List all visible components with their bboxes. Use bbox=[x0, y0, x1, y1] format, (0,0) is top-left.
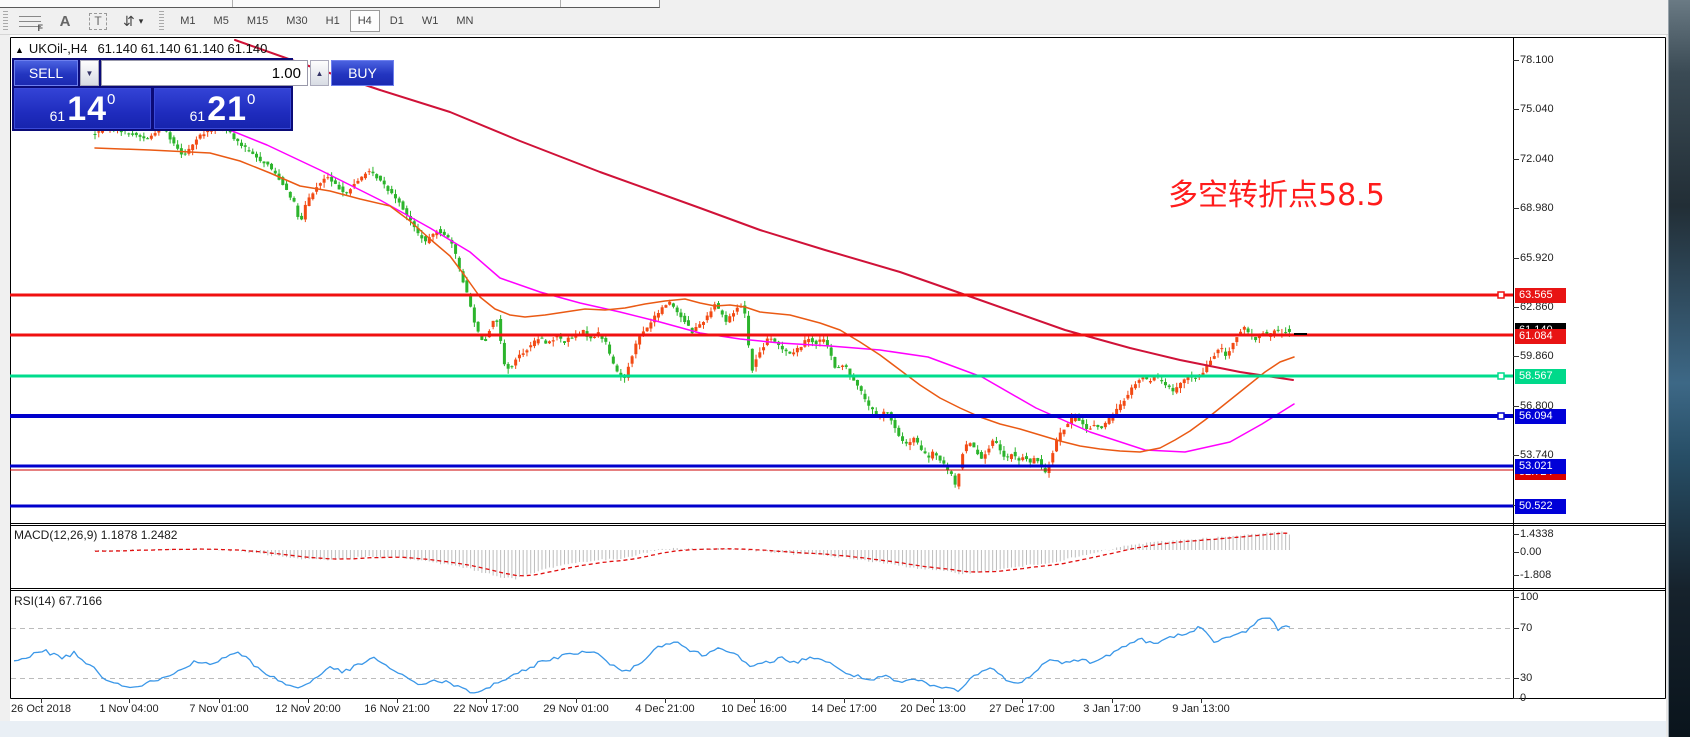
trade-panel-top-row: SELL ▼ ▲ BUY bbox=[14, 60, 394, 86]
x-axis-label: 16 Nov 21:00 bbox=[364, 703, 430, 715]
symbol-title: UKOil-,H4 bbox=[28, 41, 88, 56]
price-badge: 58.567 bbox=[1515, 368, 1566, 384]
x-axis-label: 12 Nov 20:00 bbox=[275, 703, 341, 715]
arrows-icon: ⇵ bbox=[123, 12, 135, 29]
fibonacci-letter: F bbox=[37, 23, 44, 33]
timeframe-button-m5[interactable]: M5 bbox=[213, 15, 229, 27]
toolbar-grip[interactable] bbox=[3, 11, 8, 31]
volume-input[interactable] bbox=[101, 60, 308, 86]
ask-integer: 61 bbox=[189, 108, 206, 124]
ask-quote-button[interactable]: 61 21 0 bbox=[154, 88, 291, 129]
volume-increase-button[interactable]: ▲ bbox=[310, 60, 329, 86]
x-axis-label: 29 Nov 01:00 bbox=[543, 703, 609, 715]
price-tick-label: 53.740 bbox=[1520, 449, 1554, 461]
upper-toolbar-remnant bbox=[0, 0, 1690, 8]
text-icon: A bbox=[59, 12, 71, 30]
bid-pips: 14 bbox=[67, 90, 108, 128]
x-axis-label: 26 Oct 2018 bbox=[11, 703, 71, 715]
price-badge: 61.084 bbox=[1515, 328, 1566, 344]
ask-point: 0 bbox=[247, 91, 256, 108]
window-right-gap bbox=[1666, 35, 1668, 737]
bid-integer: 61 bbox=[49, 108, 66, 124]
macd-values: 1.1878 1.2482 bbox=[100, 528, 178, 542]
price-tick-label: 59.860 bbox=[1520, 350, 1554, 362]
timeframe-button-d1[interactable]: D1 bbox=[389, 15, 404, 27]
ohlc-quotes: 61.140 61.140 61.140 61.140 bbox=[97, 41, 268, 56]
x-axis-label: 1 Nov 04:00 bbox=[99, 703, 159, 715]
one-click-trade-panel: SELL ▼ ▲ BUY 61 14 0 61 21 0 bbox=[12, 58, 394, 131]
x-axis-label: 20 Dec 13:00 bbox=[900, 703, 966, 715]
bid-quote-button[interactable]: 61 14 0 bbox=[14, 88, 151, 129]
price-tick-label: 78.100 bbox=[1520, 54, 1554, 66]
sell-button[interactable]: SELL bbox=[14, 60, 78, 86]
volume-decrease-button[interactable]: ▼ bbox=[80, 60, 99, 86]
price-tick-label: 68.980 bbox=[1520, 202, 1554, 214]
ask-pips: 21 bbox=[207, 90, 248, 128]
window-bottom-strip bbox=[0, 721, 1668, 737]
macd-tick-label: -1.808 bbox=[1520, 569, 1552, 581]
x-axis-label: 4 Dec 21:00 bbox=[635, 703, 695, 715]
price-badge: 56.094 bbox=[1515, 408, 1566, 424]
collapse-triangle-icon[interactable]: ▲ bbox=[15, 45, 24, 55]
macd-label: MACD(12,26,9) bbox=[14, 528, 98, 542]
rsi-tick-label: 100 bbox=[1520, 591, 1539, 603]
x-axis-label: 14 Dec 17:00 bbox=[811, 703, 877, 715]
window-left-frame bbox=[0, 35, 10, 737]
price-badge: 63.565 bbox=[1515, 287, 1566, 303]
annotation-text: 多空转折点58.5 bbox=[1168, 178, 1385, 213]
chevron-down-icon: ▾ bbox=[138, 15, 144, 26]
rsi-pane[interactable] bbox=[10, 591, 1666, 698]
x-axis-label: 9 Jan 13:00 bbox=[1172, 703, 1230, 715]
macd-tick-label: 0.00 bbox=[1520, 546, 1542, 558]
price-badge: 50.522 bbox=[1515, 498, 1566, 514]
x-axis-label: 27 Dec 17:00 bbox=[989, 703, 1055, 715]
timeframe-button-m15[interactable]: M15 bbox=[246, 15, 269, 27]
price-tick-label: 62.860 bbox=[1520, 301, 1554, 313]
timeframe-button-m1[interactable]: M1 bbox=[180, 15, 196, 27]
timeframe-button-mn[interactable]: MN bbox=[456, 15, 474, 27]
fibonacci-icon: F bbox=[19, 13, 43, 33]
x-axis-label: 22 Nov 17:00 bbox=[453, 703, 519, 715]
upper-toolbar-segment bbox=[0, 0, 660, 8]
price-tick-label: 72.040 bbox=[1520, 153, 1554, 165]
arrows-tool-button[interactable]: ⇵ ▾ bbox=[118, 10, 148, 32]
toolbar-separator bbox=[560, 0, 561, 7]
toolbar-separator bbox=[232, 0, 233, 7]
x-axis-label: 10 Dec 16:00 bbox=[721, 703, 787, 715]
text-label-icon: T bbox=[89, 12, 107, 30]
drawing-and-timeframe-toolbar: F A T ⇵ ▾ M1 M5 M15 M30 H1 H4 D1 W1 MN bbox=[0, 8, 1690, 35]
bid-point: 0 bbox=[107, 91, 116, 108]
timeframe-button-h4[interactable]: H4 bbox=[349, 10, 380, 32]
drawing-tools-group: F A T ⇵ ▾ bbox=[11, 10, 151, 33]
x-axis-label: 3 Jan 17:00 bbox=[1083, 703, 1141, 715]
toolbar-grip[interactable] bbox=[159, 11, 165, 31]
macd-tick-label: 1.4338 bbox=[1520, 528, 1554, 540]
window-edge[interactable] bbox=[1668, 0, 1690, 737]
rsi-tick-label: 30 bbox=[1520, 672, 1533, 684]
text-label-tool-button[interactable]: T bbox=[84, 10, 112, 32]
x-axis-label: 7 Nov 01:00 bbox=[189, 703, 249, 715]
rsi-tick-label: 70 bbox=[1520, 622, 1533, 634]
macd-pane[interactable] bbox=[10, 526, 1666, 588]
text-tool-button[interactable]: A bbox=[52, 10, 78, 32]
timeframe-button-h1[interactable]: H1 bbox=[325, 15, 340, 27]
timeframe-button-w1[interactable]: W1 bbox=[421, 15, 439, 27]
macd-title: MACD(12,26,9) 1.1878 1.2482 bbox=[14, 528, 177, 542]
rsi-label: RSI(14) bbox=[14, 594, 56, 608]
rsi-tick-label: 0 bbox=[1520, 692, 1527, 704]
price-badge: 53.021 bbox=[1515, 458, 1566, 474]
price-tick-label: 75.040 bbox=[1520, 103, 1554, 115]
rsi-value: 67.7166 bbox=[58, 594, 103, 608]
trade-panel-quotes-row: 61 14 0 61 21 0 bbox=[14, 88, 291, 129]
timeframe-button-m30[interactable]: M30 bbox=[286, 15, 308, 27]
timeframes-group: M1 M5 M15 M30 H1 H4 D1 W1 MN bbox=[171, 10, 482, 32]
price-tick-label: 65.920 bbox=[1520, 252, 1554, 264]
chart-header: ▲ UKOil-,H4 61.140 61.140 61.140 61.140 bbox=[15, 41, 267, 56]
rsi-title: RSI(14) 67.7166 bbox=[14, 594, 102, 608]
buy-button[interactable]: BUY bbox=[331, 60, 394, 86]
fibonacci-tool-button[interactable]: F bbox=[14, 10, 46, 33]
